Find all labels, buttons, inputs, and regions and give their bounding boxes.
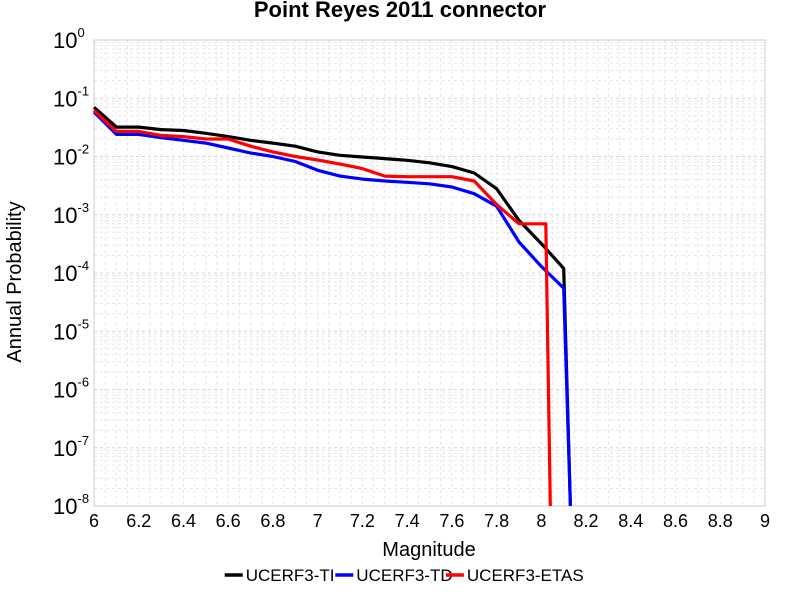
- plot-area-border: [93, 39, 766, 507]
- x-tick-label: 6: [89, 511, 99, 531]
- x-tick-label: 8.4: [618, 511, 643, 531]
- x-tick-label: 8: [536, 511, 546, 531]
- series-group: [92, 106, 572, 507]
- x-tick-label: 6.8: [260, 511, 285, 531]
- x-tick-label: 6.2: [126, 511, 151, 531]
- x-axis-ticks: 6 6.2 6.4 6.6 6.8 7 7.2 7.4 7.6 7.8 8 8.2 8.4 8.6 8.8 9: [89, 511, 770, 531]
- x-tick-label: 7.8: [484, 511, 509, 531]
- x-tick-label: 8.2: [574, 511, 599, 531]
- y-tick-label: 10-1: [53, 83, 89, 111]
- series-line-ucerf3-etas: [92, 109, 552, 507]
- x-tick-label: 6.4: [171, 511, 196, 531]
- x-tick-label: 7.6: [439, 511, 464, 531]
- x-tick-label: 7.4: [395, 511, 420, 531]
- legend-label-ucerf3-td: UCERF3-TD: [356, 566, 452, 585]
- x-tick-label: 7.2: [350, 511, 375, 531]
- legend-label-ucerf3-etas: UCERF3-ETAS: [467, 566, 584, 585]
- series-line-ucerf3-ti: [92, 106, 572, 507]
- x-tick-label: 7: [313, 511, 323, 531]
- series-line-ucerf3-td: [92, 110, 572, 507]
- y-axis-title: Annual Probability: [4, 201, 26, 362]
- chart-title: Point Reyes 2011 connector: [254, 0, 547, 22]
- y-tick-label: 10-2: [53, 142, 89, 170]
- x-tick-label: 8.8: [708, 511, 733, 531]
- y-tick-label: 10-3: [53, 200, 89, 228]
- y-tick-label: 100: [53, 25, 85, 53]
- legend-label-ucerf3-ti: UCERF3-TI: [246, 566, 335, 585]
- y-tick-label: 10-5: [53, 316, 89, 344]
- x-tick-label: 9: [760, 511, 770, 531]
- x-tick-label: 8.6: [663, 511, 688, 531]
- grid: [93, 39, 766, 507]
- y-tick-label: 10-8: [53, 491, 89, 519]
- x-tick-label: 6.6: [216, 511, 241, 531]
- y-tick-label: 10-4: [53, 258, 89, 286]
- y-axis-ticks: 10-8 10-7 10-6 10-5 10-4 10-3 10-2 10-1 100: [53, 25, 89, 519]
- y-tick-label: 10-6: [53, 375, 89, 403]
- y-tick-label: 10-7: [53, 433, 89, 461]
- legend: UCERF3-TI UCERF3-TD UCERF3-ETAS: [224, 566, 584, 585]
- x-axis-title: Magnitude: [382, 539, 475, 561]
